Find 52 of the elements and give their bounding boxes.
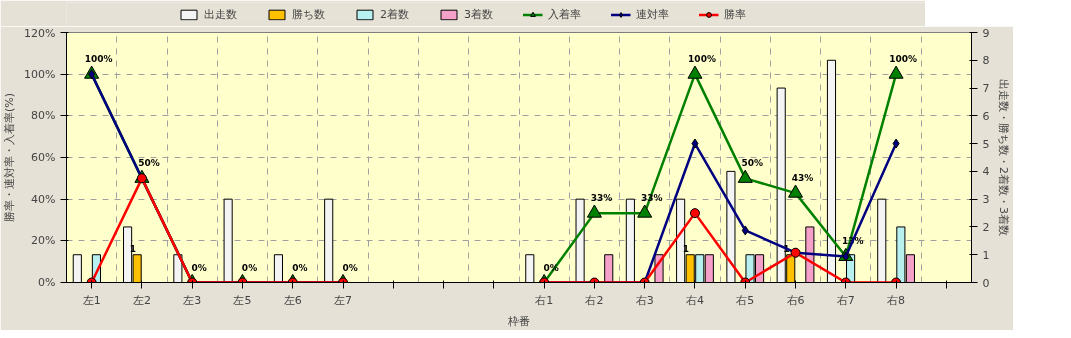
x-tick-label: 左3: [183, 293, 202, 307]
x-axis-title: 枠番: [507, 314, 530, 328]
y2-tick-label: 0: [982, 276, 990, 290]
y2-axis-title: 出走数・勝ち数・2着数・3着数: [997, 79, 1011, 236]
y-tick-label: 0%: [38, 276, 56, 289]
y-tick-label: 60%: [31, 151, 56, 164]
y-tick-label: 100%: [24, 67, 56, 81]
x-tick-label: 左2: [132, 293, 151, 307]
data-label: 100%: [889, 54, 918, 65]
y2-tick-label: 8: [982, 54, 990, 68]
y2-tick-label: 4: [982, 165, 990, 179]
y2-tick-label: 2: [982, 220, 990, 234]
legend-label: 連対率: [635, 6, 669, 22]
legend-label: 出走数: [203, 6, 237, 22]
data-label: 0%: [241, 262, 258, 273]
data-label: 0%: [292, 262, 308, 273]
x-tick-label: 右6: [786, 293, 805, 307]
x-tick-label: 右3: [635, 293, 654, 307]
x-tick-label: 右1: [535, 293, 554, 307]
y2-tick-label: 3: [982, 193, 990, 207]
x-tick-label: 右7: [836, 293, 855, 307]
y-axis-title: 勝率・連対率・入着率(%): [3, 92, 17, 223]
data-label: 50%: [138, 158, 160, 169]
data-label: 50%: [741, 158, 764, 169]
legend-label: 勝率: [723, 6, 746, 22]
x-tick-label: 右4: [685, 293, 704, 307]
y2-tick-label: 9: [982, 26, 990, 40]
data-label: 100%: [84, 54, 113, 65]
x-tick-label: 左6: [283, 293, 302, 307]
y-tick-label: 40%: [31, 192, 56, 206]
y-tick-label: 20%: [31, 234, 56, 248]
x-tick-label: 右5: [736, 293, 755, 307]
data-label: 33%: [590, 193, 613, 204]
data-label: 0%: [342, 262, 358, 273]
legend-label: 3着数: [463, 6, 493, 22]
y-tick-label: 80%: [31, 109, 56, 123]
data-label: 100%: [688, 54, 716, 65]
y2-tick-label: 6: [982, 109, 990, 123]
x-tick-label: 左7: [334, 293, 353, 307]
x-tick-label: 右8: [887, 293, 906, 307]
x-tick-label: 左1: [82, 293, 101, 307]
x-tick-label: 右2: [585, 293, 604, 307]
data-label: 43%: [791, 173, 814, 184]
data-label: 0%: [191, 262, 207, 273]
x-tick-label: 左5: [233, 293, 252, 307]
legend-label: 2着数: [379, 6, 409, 22]
legend-label: 入着率: [547, 6, 581, 22]
y2-tick-label: 5: [982, 137, 990, 151]
y2-tick-label: 7: [982, 82, 990, 96]
y2-tick-label: 1: [982, 248, 990, 262]
legend-label: 勝ち数: [291, 6, 325, 22]
y-tick-label: 120%: [24, 26, 56, 40]
